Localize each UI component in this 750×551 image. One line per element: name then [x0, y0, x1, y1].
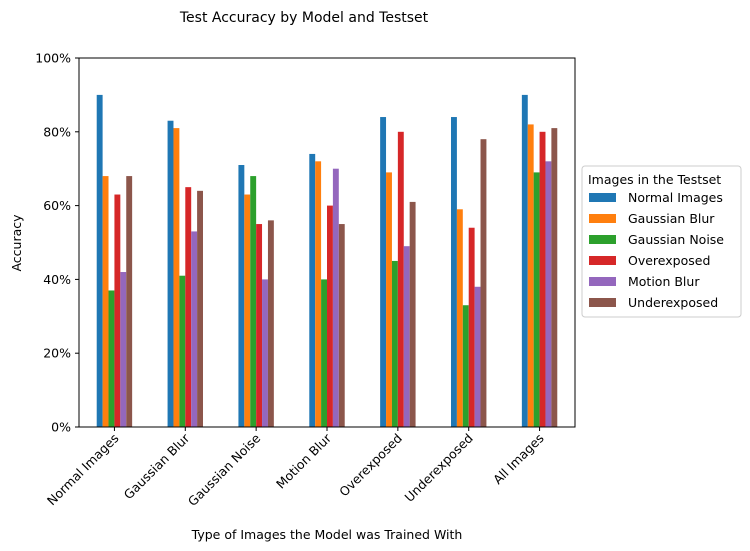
x-tick-label: Overexposed	[336, 431, 405, 500]
bar-gaussian-blur-4	[315, 161, 322, 427]
bar-gaussian-blur-3	[244, 194, 251, 427]
legend-swatch	[589, 193, 616, 202]
bar-normal-images-2	[167, 120, 174, 427]
chart-title: Test Accuracy by Model and Testset	[179, 10, 429, 26]
y-tick-label: 40%	[43, 272, 71, 287]
bar-underexposed-2	[197, 190, 203, 427]
bar-overexposed-4	[327, 205, 333, 427]
legend-title: Images in the Testset	[588, 172, 721, 187]
bar-motion-blur-5	[403, 246, 410, 427]
bar-gaussian-noise-5	[391, 260, 398, 427]
x-tick-label: Gaussian Noise	[185, 430, 264, 509]
legend-swatch	[589, 235, 616, 244]
bar-gaussian-noise-2	[179, 275, 186, 427]
bar-motion-blur-6	[474, 286, 481, 427]
bar-underexposed-1	[126, 176, 133, 427]
bar-overexposed-3	[256, 224, 263, 427]
x-axis-label: Type of Images the Model was Trained Wit…	[191, 527, 463, 542]
bar-normal-images-5	[380, 117, 387, 427]
bar-overexposed-5	[397, 131, 404, 428]
y-tick-label: 0%	[51, 420, 71, 435]
bars-layer	[96, 94, 558, 428]
bar-gaussian-noise-7	[533, 172, 540, 427]
legend-label: Normal Images	[628, 190, 723, 205]
bar-gaussian-blur-7	[527, 124, 534, 428]
legend-swatch	[589, 256, 616, 265]
legend-swatch	[589, 277, 616, 286]
y-tick-label: 20%	[43, 346, 71, 361]
bar-overexposed-1	[114, 194, 121, 427]
bar-gaussian-noise-1	[108, 290, 115, 427]
bar-motion-blur-4	[332, 168, 339, 427]
legend-items: Normal Images Gaussian Blur Gaussian Noise…	[589, 190, 724, 310]
legend-swatch	[589, 214, 616, 223]
bar-gaussian-blur-2	[173, 128, 180, 428]
legend-swatch	[589, 298, 616, 307]
bar-motion-blur-1	[120, 272, 127, 427]
bar-gaussian-blur-5	[386, 172, 392, 427]
legend-frame	[581, 165, 742, 318]
bar-normal-images-3	[238, 165, 245, 427]
bar-overexposed-2	[185, 187, 192, 427]
bar-gaussian-noise-3	[250, 176, 257, 427]
bar-underexposed-4	[338, 224, 345, 427]
bar-gaussian-blur-1	[102, 176, 109, 427]
legend: Images in the Testset Normal Images Gauss…	[581, 165, 742, 318]
x-tick-label: Gaussian Blur	[121, 430, 193, 502]
legend-label: Gaussian Noise	[628, 232, 724, 247]
bar-normal-images-4	[309, 153, 316, 427]
bar-gaussian-noise-6	[462, 305, 469, 427]
bar-motion-blur-3	[262, 279, 268, 427]
bar-gaussian-noise-4	[321, 279, 327, 427]
legend-label: Motion Blur	[628, 274, 700, 289]
x-tick-label: Normal Images	[44, 431, 122, 509]
bar-gaussian-blur-6	[456, 209, 463, 427]
bar-underexposed-3	[267, 220, 274, 427]
y-axis: 0% 20% 40% 60% 80% 100%	[35, 51, 79, 435]
bar-overexposed-6	[468, 227, 475, 427]
x-tick-label: All Images	[490, 431, 547, 488]
bar-motion-blur-2	[191, 231, 198, 427]
bar-underexposed-6	[480, 139, 487, 427]
x-tick-label: Underexposed	[401, 431, 475, 505]
legend-label: Gaussian Blur	[628, 211, 715, 226]
x-tick-label: Motion Blur	[273, 430, 335, 492]
y-tick-label: 80%	[43, 124, 71, 139]
bar-normal-images-1	[96, 94, 103, 428]
bar-overexposed-7	[539, 131, 546, 428]
legend-label: Underexposed	[628, 295, 718, 310]
bar-underexposed-5	[409, 201, 416, 427]
y-tick-label: 100%	[35, 51, 71, 66]
bar-normal-images-6	[451, 117, 457, 427]
y-tick-label: 60%	[43, 198, 71, 213]
legend-label: Overexposed	[628, 253, 710, 268]
bar-normal-images-7	[521, 94, 528, 428]
bar-motion-blur-7	[545, 161, 552, 427]
y-axis-label: Accuracy	[9, 214, 24, 272]
bar-underexposed-7	[551, 128, 558, 428]
